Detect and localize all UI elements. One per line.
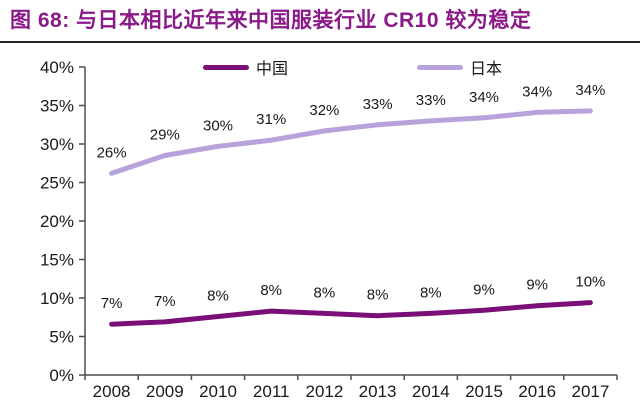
japan-data-label: 33% xyxy=(416,92,446,109)
y-axis-tick-label: 5% xyxy=(49,328,74,347)
x-axis-year-label: 2015 xyxy=(465,382,503,401)
japan-data-label: 30% xyxy=(203,117,233,134)
figure-header: 图 68: 与日本相比近年来中国服装行业 CR10 较为稳定 xyxy=(0,0,640,43)
y-axis-tick-label: 40% xyxy=(40,58,74,77)
japan-line-swatch xyxy=(417,64,463,70)
legend-item-china: 中国 xyxy=(203,55,288,79)
japan-data-label: 34% xyxy=(469,89,499,106)
legend-label-japan: 日本 xyxy=(470,61,503,78)
japan-data-label: 34% xyxy=(575,82,605,99)
japan-data-label: 29% xyxy=(150,127,180,144)
y-axis-tick-label: 30% xyxy=(40,135,74,154)
x-axis-year-label: 2008 xyxy=(93,382,131,401)
china-data-label: 9% xyxy=(526,277,548,294)
y-axis-tick-label: 15% xyxy=(40,251,74,270)
x-axis-year-label: 2014 xyxy=(412,382,450,401)
x-axis-year-label: 2010 xyxy=(199,382,237,401)
china-data-label: 8% xyxy=(207,287,229,304)
x-axis-year-label: 2017 xyxy=(571,382,609,401)
legend-item-japan: 日本 xyxy=(417,55,502,79)
y-axis-tick-label: 0% xyxy=(49,366,74,385)
china-data-label: 9% xyxy=(473,281,495,298)
line-chart: 中国 日本 0% 5% 10% 15% 20% 25% 30% 35% 40% 2008 2009 2… xyxy=(0,43,640,417)
china-data-label: 10% xyxy=(575,274,605,291)
plot-area: 0% 5% 10% 15% 20% 25% 30% 35% 40% 2008 2009 2010 201… xyxy=(40,58,618,401)
china-series-line xyxy=(109,300,593,327)
japan-data-label: 32% xyxy=(309,102,339,119)
x-axis-year-label: 2012 xyxy=(305,382,343,401)
x-axis-year-label: 2011 xyxy=(253,382,290,401)
y-axis-tick-label: 35% xyxy=(40,97,74,116)
x-axis-year-label: 2016 xyxy=(518,382,556,401)
y-axis-tick-label: 10% xyxy=(40,289,74,308)
japan-data-label: 33% xyxy=(363,96,393,113)
china-data-label: 7% xyxy=(154,293,176,310)
x-axis-year-label: 2009 xyxy=(146,382,184,401)
china-data-label: 8% xyxy=(367,287,389,304)
china-data-label: 8% xyxy=(314,284,336,301)
china-data-label: 8% xyxy=(260,282,282,299)
y-axis-tick-label: 25% xyxy=(40,174,74,193)
china-data-label: 7% xyxy=(101,295,123,312)
china-data-label: 8% xyxy=(420,284,442,301)
japan-data-label: 26% xyxy=(97,144,127,161)
legend-label-china: 中国 xyxy=(256,61,289,78)
y-axis-tick-label: 20% xyxy=(40,212,74,231)
japan-series-line xyxy=(109,108,593,176)
china-line-swatch xyxy=(203,64,249,70)
japan-data-label: 34% xyxy=(522,83,552,100)
x-axis-year-label: 2013 xyxy=(359,382,397,401)
chart-title: 图 68: 与日本相比近年来中国服装行业 CR10 较为稳定 xyxy=(10,9,532,32)
japan-data-label: 31% xyxy=(256,111,286,128)
